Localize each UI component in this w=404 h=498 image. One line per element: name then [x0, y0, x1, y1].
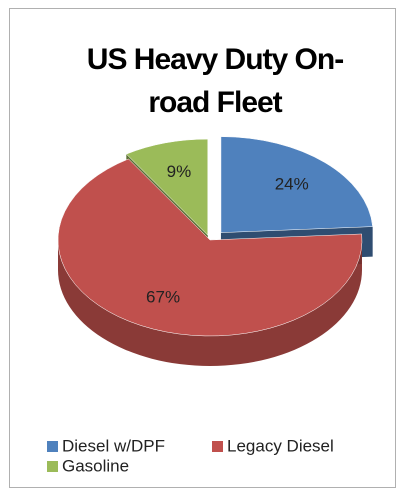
pie-slice: [220, 136, 373, 233]
legend-label: Diesel w/DPF: [62, 436, 165, 455]
pie-slice: [57, 158, 363, 337]
data-label: 67%: [146, 288, 180, 307]
legend-swatch: [47, 461, 58, 472]
legend-swatch: [47, 441, 58, 452]
pie-tops: [57, 136, 373, 337]
chart-frame: [9, 8, 396, 488]
data-label: 9%: [167, 162, 192, 181]
legend-swatch: [212, 441, 223, 452]
data-label: 24%: [275, 175, 309, 194]
pie-side: [58, 240, 362, 366]
pie-slice: [125, 138, 209, 236]
legend-label: Legacy Diesel: [227, 436, 334, 455]
chart-title: US Heavy Duty On-road Fleet: [86, 43, 344, 119]
legend-label: Gasoline: [62, 456, 129, 475]
